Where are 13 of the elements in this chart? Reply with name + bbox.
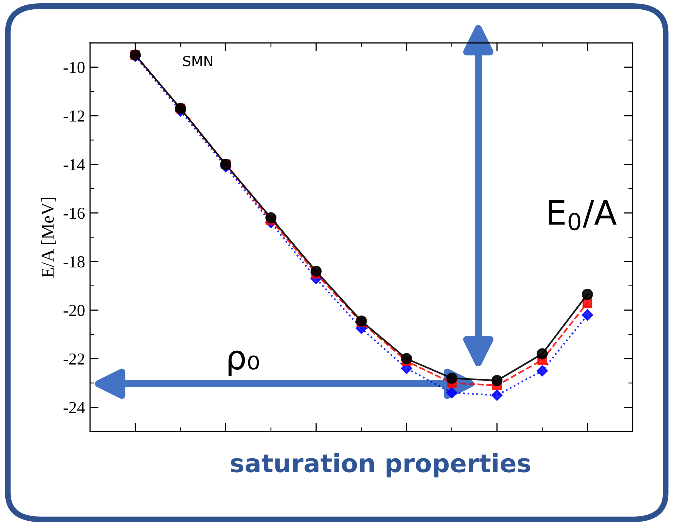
y-tick-label: -14	[64, 159, 86, 170]
y-tick-label: -24	[64, 402, 86, 414]
y-tick-label: -18	[64, 256, 85, 268]
y-tick-label: -16	[64, 208, 85, 220]
annotation: SMN	[183, 56, 212, 67]
y-axis-title: E/A [MeV]	[41, 198, 56, 278]
text: saturation properties	[231, 453, 531, 478]
annotation: ρ₀	[228, 350, 260, 376]
y-tick-label: -22	[64, 354, 85, 365]
y-tick-label: -12	[64, 110, 85, 122]
annotation: E$_{0}$/A	[549, 200, 617, 231]
y-tick-label: -20	[64, 305, 85, 316]
y-tick-label: -10	[64, 62, 85, 74]
